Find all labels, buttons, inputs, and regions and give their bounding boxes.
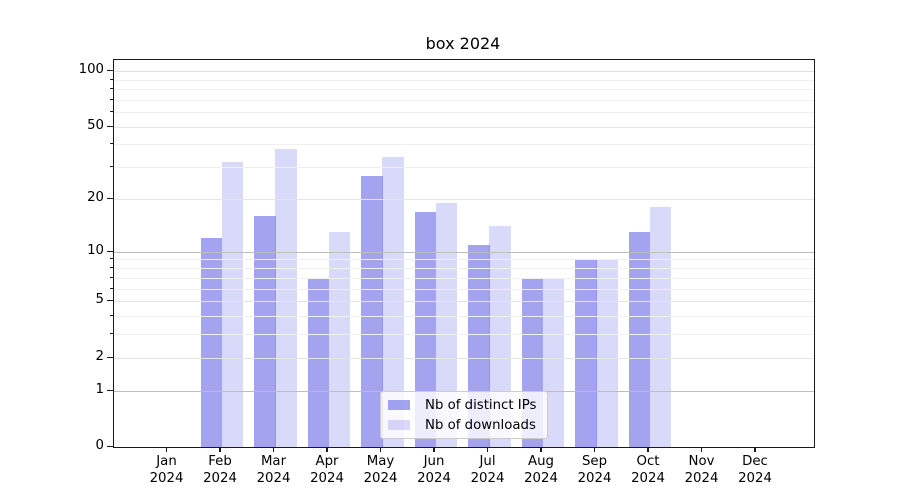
y-tick-label-5: 5 xyxy=(95,292,104,307)
bar-mar-downloads xyxy=(275,148,297,447)
bar-sep-distinct-ips xyxy=(575,259,597,447)
y-tick-mark-5 xyxy=(107,300,113,302)
y-minor-tick-3 xyxy=(110,333,113,335)
y-minor-tick-70 xyxy=(110,98,113,100)
legend-label-downloads: Nb of downloads xyxy=(425,417,536,433)
chart-title: box 2024 xyxy=(425,34,501,53)
y-tick-label-0: 0 xyxy=(95,438,104,453)
bar-jun-downloads xyxy=(435,202,457,447)
gridline-4 xyxy=(114,315,814,317)
y-tick-mark-2 xyxy=(107,356,113,358)
x-tick-label-mar: Mar 2024 xyxy=(256,454,291,486)
gridline-70 xyxy=(114,99,814,101)
gridline-10 xyxy=(114,251,814,253)
gridline-20 xyxy=(114,199,814,200)
y-tick-label-1: 1 xyxy=(95,381,104,397)
y-tick-label-10: 10 xyxy=(87,242,104,258)
y-minor-tick-80 xyxy=(110,88,113,89)
x-tick-label-sep: Sep 2024 xyxy=(577,454,612,486)
y-tick-mark-1 xyxy=(107,389,113,391)
y-tick-mark-100 xyxy=(107,70,113,72)
y-minor-tick-6 xyxy=(110,287,113,289)
bar-may-downloads xyxy=(382,157,404,447)
y-tick-mark-20 xyxy=(107,198,113,200)
x-tick-mark-feb xyxy=(219,447,221,452)
bar-may-distinct-ips xyxy=(361,175,383,447)
x-tick-mark-dec xyxy=(754,447,756,452)
x-tick-mark-mar xyxy=(272,447,275,452)
bar-mar-distinct-ips xyxy=(254,216,276,447)
x-tick-mark-sep xyxy=(593,447,596,452)
legend-item-downloads: Nb of downloads xyxy=(388,417,540,434)
gridline-30 xyxy=(114,167,814,169)
bar-oct-downloads xyxy=(649,207,671,447)
bar-apr-distinct-ips xyxy=(307,277,329,447)
gridline-100 xyxy=(114,71,814,72)
x-tick-label-may: May 2024 xyxy=(363,454,398,486)
x-tick-mark-jan xyxy=(165,447,168,452)
y-minor-tick-60 xyxy=(110,111,113,113)
x-tick-mark-oct xyxy=(647,447,649,452)
bar-oct-distinct-ips xyxy=(628,232,650,447)
y-minor-tick-7 xyxy=(110,276,113,278)
y-tick-label-20: 20 xyxy=(87,190,104,205)
legend-swatch-distinct-ips xyxy=(388,400,410,410)
gridline-9 xyxy=(114,259,814,261)
gridline-3 xyxy=(114,334,814,336)
bar-feb-distinct-ips xyxy=(200,238,222,447)
x-tick-label-aug: Aug 2024 xyxy=(524,454,558,486)
x-tick-label-apr: Apr 2024 xyxy=(310,454,344,486)
y-tick-mark-50 xyxy=(107,125,113,127)
bar-apr-downloads xyxy=(328,232,350,447)
gridline-50 xyxy=(114,126,814,128)
x-tick-mark-jun xyxy=(433,447,435,452)
x-tick-label-feb: Feb 2024 xyxy=(203,454,237,486)
gridline-80 xyxy=(114,89,814,90)
gridline-40 xyxy=(114,144,814,146)
y-tick-label-2: 2 xyxy=(95,348,104,364)
bar-sep-downloads xyxy=(596,259,618,447)
x-tick-mark-jul xyxy=(486,447,489,452)
y-tick-mark-0 xyxy=(107,446,113,448)
x-tick-mark-nov xyxy=(700,447,703,452)
x-tick-label-jan: Jan 2024 xyxy=(149,454,184,486)
gridline-90 xyxy=(114,79,814,81)
y-minor-tick-30 xyxy=(110,166,113,168)
bar-jun-distinct-ips xyxy=(414,211,436,447)
gridline-5 xyxy=(114,301,814,302)
x-tick-mark-may xyxy=(379,447,382,452)
x-tick-label-jul: Jul 2024 xyxy=(470,454,505,486)
bar-feb-downloads xyxy=(221,162,243,447)
gridline-7 xyxy=(114,277,814,279)
x-tick-label-dec: Dec 2024 xyxy=(738,454,772,486)
x-tick-label-oct: Oct 2024 xyxy=(631,454,665,486)
legend: Nb of distinct IPs Nb of downloads xyxy=(380,391,548,439)
y-minor-tick-8 xyxy=(110,267,113,268)
y-minor-tick-4 xyxy=(110,314,113,316)
y-tick-label-50: 50 xyxy=(87,117,104,133)
y-minor-tick-9 xyxy=(110,258,113,260)
legend-swatch-downloads xyxy=(388,420,410,430)
y-tick-label-100: 100 xyxy=(78,62,104,77)
y-minor-tick-90 xyxy=(110,78,113,80)
gridline-2 xyxy=(114,357,814,359)
plot-area: Nb of distinct IPs Nb of downloads xyxy=(113,59,815,448)
x-tick-label-jun: Jun 2024 xyxy=(417,454,451,486)
x-tick-mark-apr xyxy=(326,447,328,452)
y-tick-mark-10 xyxy=(107,250,113,252)
gridline-8 xyxy=(114,268,814,269)
gridline-60 xyxy=(114,112,814,114)
legend-label-distinct-ips: Nb of distinct IPs xyxy=(425,397,537,413)
legend-item-distinct-ips: Nb of distinct IPs xyxy=(388,397,540,414)
y-minor-tick-40 xyxy=(110,143,113,145)
x-tick-mark-aug xyxy=(540,447,542,452)
gridline-6 xyxy=(114,288,814,290)
x-tick-label-nov: Nov 2024 xyxy=(684,454,719,486)
